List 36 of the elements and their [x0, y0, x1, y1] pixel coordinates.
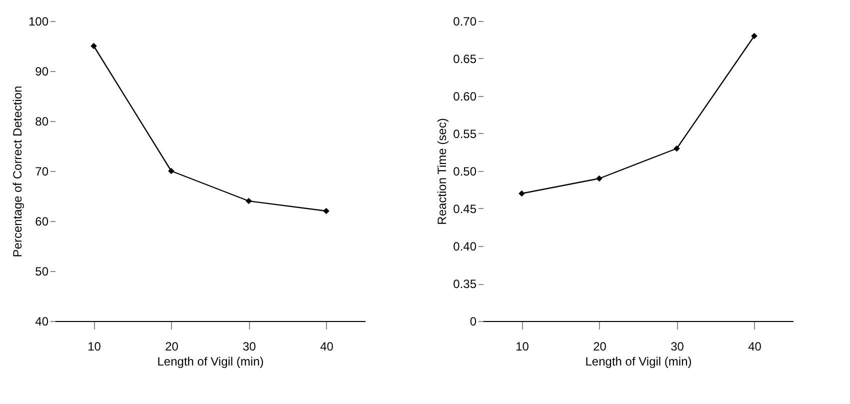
point — [246, 198, 252, 204]
y-tick-label: 100 — [28, 14, 49, 28]
point — [674, 145, 680, 152]
y-axis-title: Percentage of Correct Detection — [10, 86, 24, 258]
x-tick-label: 10 — [516, 340, 530, 354]
x-tick-label: 30 — [242, 340, 256, 354]
point — [596, 175, 602, 182]
y-tick-label: 70 — [35, 164, 49, 178]
y-axis-title: Reaction Time (sec) — [435, 118, 450, 225]
y-tick-label: 90 — [35, 64, 49, 78]
y-tick-label: 60 — [35, 214, 49, 228]
x-tick-label: 30 — [670, 340, 684, 354]
point — [168, 168, 174, 174]
y-tick-label: 0.45 — [453, 202, 477, 216]
y-tick-label: 0.35 — [453, 277, 477, 291]
y-tick-label: 0.40 — [453, 240, 477, 254]
point — [751, 32, 758, 40]
y-tick-label: 80 — [35, 114, 49, 128]
point — [90, 42, 97, 50]
y-tick-label: 0.65 — [453, 52, 477, 66]
x-axis-title: Length of Vigil (min) — [157, 354, 264, 368]
y-tick-label: 0.60 — [453, 90, 477, 104]
y-tick-label: 50 — [35, 264, 49, 278]
x-tick-label: 20 — [165, 340, 179, 354]
x-axis-title: Length of Vigil (min) — [585, 354, 692, 368]
y-tick-label: 0 — [470, 314, 477, 328]
y-tick-label: 0.70 — [453, 14, 477, 28]
x-tick-label: 10 — [88, 340, 102, 354]
x-tick-label: 40 — [748, 340, 762, 354]
point — [323, 208, 330, 214]
y-tick-label: 0.50 — [453, 164, 477, 178]
y-tick-label: 40 — [35, 314, 49, 328]
point — [518, 190, 525, 197]
x-tick-label: 20 — [593, 340, 607, 354]
x-tick-label: 40 — [320, 340, 334, 354]
y-tick-label: 0.55 — [453, 127, 477, 141]
